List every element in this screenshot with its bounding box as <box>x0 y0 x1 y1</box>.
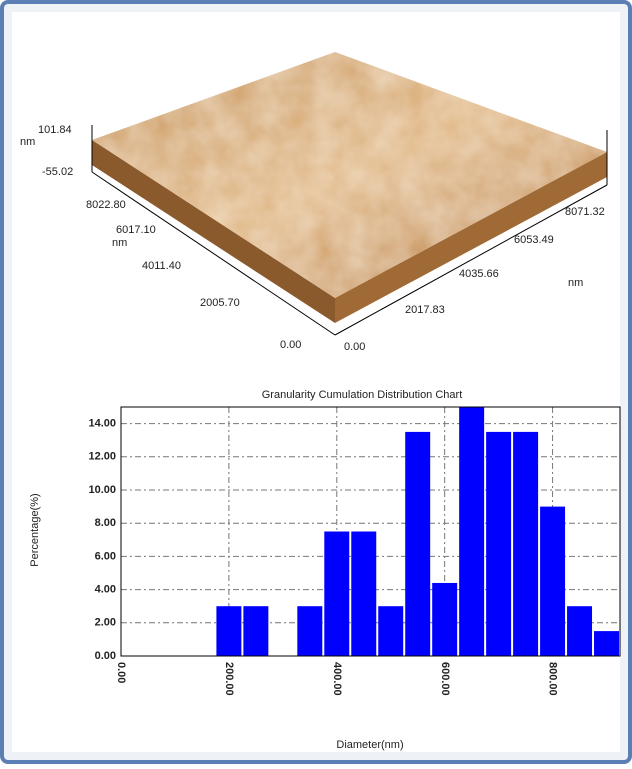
y-tick-label: 8022.80 <box>86 199 126 211</box>
bar <box>216 606 242 656</box>
side-face <box>92 140 335 323</box>
x-tick-label: 200.00 <box>223 662 235 696</box>
y-tick-label: 14.00 <box>88 418 116 430</box>
x-tick-label: 6053.49 <box>514 234 554 246</box>
x-tick-label: 8071.32 <box>565 206 605 218</box>
y-tick-label: 2.00 <box>95 617 116 629</box>
z-label: 101.84 <box>38 124 72 136</box>
bar <box>459 407 485 656</box>
x-axis <box>334 184 608 336</box>
x-tick-label: 400.00 <box>331 662 343 696</box>
bar <box>243 606 269 656</box>
side-face <box>335 152 607 323</box>
y-tick-label: 12.00 <box>88 451 116 463</box>
x-unit: nm <box>568 277 583 289</box>
z-label: -55.02 <box>42 166 73 178</box>
z-unit: nm <box>20 136 35 148</box>
y-tick-label: 8.00 <box>95 517 116 529</box>
y-tick-label: 2005.70 <box>200 297 240 309</box>
x-tick-label: 4035.66 <box>459 268 499 280</box>
y-unit: nm <box>112 237 127 249</box>
y-tick-label: 4011.40 <box>142 260 181 272</box>
y-tick-label: 0.00 <box>95 650 116 662</box>
bar <box>540 506 566 656</box>
surface <box>92 52 607 298</box>
x-axis-title: Diameter(nm) <box>336 739 403 751</box>
x-tick-label: 0.00 <box>344 341 365 353</box>
y-tick-label: 6017.10 <box>116 224 156 236</box>
bar <box>513 431 539 656</box>
bar <box>567 606 593 656</box>
bar <box>594 631 619 656</box>
x-tick-label: 800.00 <box>547 662 559 696</box>
y-tick-label: 4.00 <box>95 584 116 596</box>
y-tick-label: 6.00 <box>95 550 116 562</box>
y-axis <box>91 171 336 336</box>
y-tick-label: 10.00 <box>88 484 116 496</box>
bar <box>405 431 431 656</box>
y-tick-label: 0.00 <box>280 339 301 351</box>
plot-frame <box>120 406 621 657</box>
y-axis-title: Percentage(%) <box>29 493 41 566</box>
bar <box>378 606 404 656</box>
chart-title: Granularity Cumulation Distribution Char… <box>262 389 463 401</box>
x-tick-label: 600.00 <box>439 662 451 696</box>
bar <box>351 531 377 656</box>
x-tick-label: 2017.83 <box>405 304 445 316</box>
bar <box>432 582 458 656</box>
bar <box>297 606 323 656</box>
x-tick-label: 0.00 <box>115 662 127 683</box>
bar <box>324 531 350 656</box>
surface-image <box>91 52 608 336</box>
bar <box>486 431 512 656</box>
